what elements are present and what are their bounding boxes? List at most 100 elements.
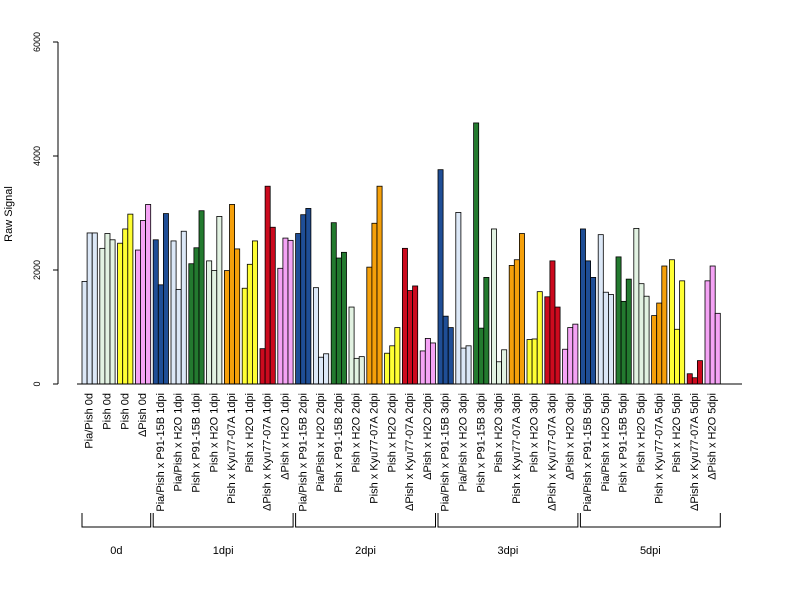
bar	[490, 228, 497, 385]
bar	[358, 356, 365, 385]
category-label: Pish x Kyu77-07A 5dpi	[653, 393, 665, 504]
bar	[162, 213, 169, 385]
bar	[264, 185, 271, 385]
category-label: Pish x P91-15B 5dpi	[618, 393, 630, 493]
bar	[455, 212, 462, 385]
y-tick-label: 4000	[32, 146, 42, 166]
bar	[246, 263, 253, 385]
bar	[669, 259, 675, 385]
bar	[519, 233, 525, 385]
category-label: ΔPish x H2O 2dpi	[422, 393, 434, 480]
bar	[401, 247, 408, 385]
bar	[91, 232, 98, 385]
bar	[549, 260, 556, 385]
group-label: 1dpi	[213, 545, 234, 557]
bar	[526, 339, 533, 385]
bar	[496, 361, 502, 385]
category-label: Pia/Pish x P91-15B 5dpi	[582, 393, 594, 512]
category-label: Pia/Pish x P91-15B 2dpi	[297, 393, 309, 512]
bar	[442, 315, 449, 385]
bar	[229, 204, 235, 385]
group-label: 0d	[110, 545, 122, 557]
category-label: Pish x H2O 5dpi	[671, 393, 683, 472]
bars	[81, 122, 721, 385]
group-label: 5dpi	[640, 545, 661, 557]
bar	[394, 327, 401, 385]
bar	[407, 290, 413, 385]
bar	[157, 284, 164, 385]
category-label: ΔPish x Kyu77-07A 2dpi	[404, 393, 416, 511]
bar	[389, 345, 396, 385]
bar	[117, 242, 124, 385]
bar	[572, 323, 579, 385]
bar	[323, 353, 330, 385]
bar	[567, 327, 574, 385]
bar	[674, 328, 680, 385]
bar	[651, 315, 658, 385]
bar	[175, 288, 182, 385]
bar	[536, 291, 543, 385]
group-bracket	[579, 513, 721, 528]
bar	[340, 251, 347, 385]
bar	[437, 169, 444, 385]
bar	[483, 277, 490, 385]
y-tick-label: 6000	[32, 32, 42, 52]
category-labels: Pia/Pish 0d Pish 0d Pish 0d ΔPish 0d Pia/Pis…	[84, 393, 719, 512]
bar	[643, 295, 650, 385]
y-axis-title: Raw Signal	[3, 186, 15, 242]
bar	[335, 257, 342, 385]
bar	[109, 239, 116, 385]
bar	[140, 220, 146, 385]
category-label: Pia/Pish x P91-15B 1dpi	[155, 393, 167, 512]
category-label: Pia/Pish 0d	[84, 393, 96, 449]
category-label: Pish x H2O 3dpi	[493, 393, 505, 472]
category-label: Pish x H2O 1dpi	[244, 393, 256, 472]
bar	[638, 283, 645, 385]
bar	[251, 240, 258, 385]
bar	[686, 373, 693, 385]
category-label: Pia/Pish x H2O 1dpi	[173, 393, 185, 491]
bar	[656, 302, 663, 385]
bar	[145, 204, 152, 385]
y-axis: 0 2000 4000 6000	[32, 32, 59, 387]
category-label: Pish x P91-15B 1dpi	[190, 393, 202, 493]
category-label: ΔPish x Kyu77-07A 5dpi	[689, 393, 701, 511]
bar	[513, 259, 520, 385]
bar	[608, 294, 614, 385]
bar	[679, 280, 686, 385]
bar	[216, 216, 223, 385]
bar	[620, 300, 627, 385]
category-label: ΔPish x H2O 3dpi	[564, 393, 576, 480]
bar	[508, 265, 515, 385]
bar	[300, 214, 307, 385]
bar	[330, 222, 337, 385]
bar	[152, 239, 159, 385]
category-label: ΔPish x Kyu77-07A 3dpi	[546, 393, 558, 511]
bar	[412, 285, 419, 385]
bar	[429, 342, 436, 385]
bar	[312, 287, 319, 385]
bar	[371, 222, 378, 385]
category-label: Pish x Kyu77-07A 1dpi	[226, 393, 238, 504]
bar	[269, 226, 276, 385]
category-label: Pish x H2O 1dpi	[208, 393, 220, 472]
bar	[348, 306, 355, 385]
bar	[180, 230, 187, 385]
bar	[590, 277, 597, 385]
bar	[259, 348, 266, 385]
bar	[709, 265, 716, 385]
category-label: Pish x H2O 5dpi	[635, 393, 647, 472]
bar	[465, 345, 472, 385]
bar	[188, 263, 195, 385]
bar	[318, 356, 324, 385]
bar	[580, 228, 586, 385]
bar	[697, 360, 703, 385]
category-label: Pish x Kyu77-07A 3dpi	[511, 393, 523, 504]
category-label: Pish x H2O 2dpi	[351, 393, 363, 472]
bar	[305, 208, 312, 385]
bar	[353, 357, 360, 385]
category-label: Pish x Kyu77-07A 2dpi	[368, 393, 380, 504]
bar	[447, 327, 454, 385]
bar	[473, 122, 480, 385]
